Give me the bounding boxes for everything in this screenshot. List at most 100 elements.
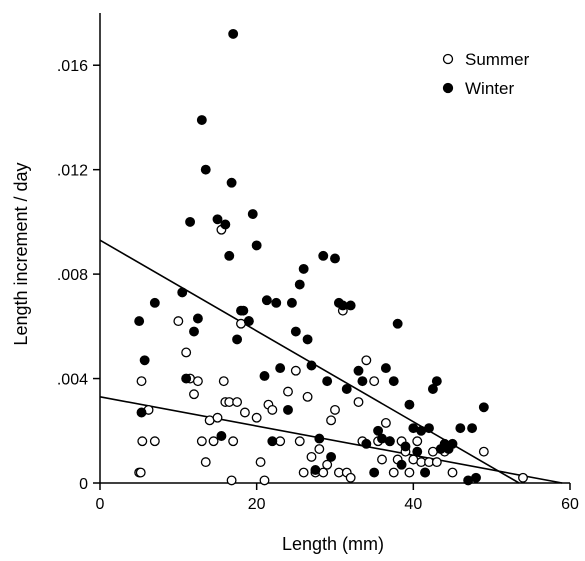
data-point-winter: [341, 384, 352, 394]
data-point-winter: [136, 407, 147, 418]
data-point-summer: [302, 391, 313, 402]
data-point-winter: [228, 28, 239, 39]
data-point-winter: [388, 376, 399, 387]
data-point-winter: [149, 297, 160, 308]
data-point-winter: [396, 459, 407, 470]
x-tick-label: 60: [561, 496, 579, 513]
data-point-winter: [345, 300, 356, 311]
data-point-winter: [200, 164, 211, 175]
data-point-winter: [400, 441, 411, 452]
data-point-winter: [431, 376, 442, 387]
data-point-winter: [322, 376, 333, 387]
data-point-winter: [247, 209, 258, 220]
data-point-winter: [478, 402, 489, 413]
data-point-summer: [228, 436, 239, 447]
x-tick-label: 20: [248, 496, 266, 513]
data-point-winter: [251, 240, 262, 251]
data-point-summer: [353, 397, 364, 408]
data-point-summer: [306, 451, 317, 462]
data-point-summer: [447, 467, 458, 478]
data-point-winter: [384, 436, 395, 447]
data-point-winter: [302, 334, 313, 345]
data-point-winter: [424, 423, 434, 434]
data-point-winter: [267, 436, 278, 447]
data-point-summer: [181, 347, 192, 358]
data-point-winter: [427, 384, 438, 394]
data-point-winter: [216, 431, 227, 441]
data-point-summer: [173, 316, 184, 327]
data-point-summer: [226, 475, 237, 486]
data-point-summer: [380, 417, 391, 428]
data-point-summer: [330, 404, 340, 415]
data-point-winter: [192, 313, 203, 324]
data-point-winter: [369, 467, 380, 478]
legend-label-winter: Winter: [465, 79, 514, 98]
data-point-summer: [196, 436, 207, 447]
data-point-summer: [478, 446, 489, 457]
data-point-winter: [420, 467, 431, 478]
data-point-summer: [412, 436, 423, 447]
data-point-winter: [189, 326, 199, 337]
data-point-winter: [455, 423, 466, 434]
data-point-summer: [149, 436, 160, 447]
data-points: [134, 28, 528, 486]
data-point-summer: [218, 376, 229, 387]
y-tick-label: 0: [79, 476, 88, 493]
data-point-summer: [251, 412, 262, 423]
y-tick-label: .012: [57, 163, 88, 180]
data-point-winter: [212, 214, 223, 225]
data-point-winter: [373, 425, 384, 436]
data-point-winter: [134, 316, 145, 327]
x-tick-label: 40: [404, 496, 422, 513]
legend-label-summer: Summer: [465, 50, 530, 69]
data-point-summer: [326, 415, 337, 426]
data-point-summer: [189, 389, 199, 400]
data-point-winter: [310, 464, 321, 475]
legend-marker-summer: [442, 53, 454, 65]
data-point-summer: [137, 436, 148, 447]
data-point-winter: [392, 318, 403, 329]
y-tick-label: .004: [57, 372, 88, 389]
data-point-summer: [322, 459, 333, 470]
y-tick-label: .016: [57, 58, 88, 75]
data-point-winter: [353, 365, 364, 376]
y-ticks: 0 .004 .008 .012 .016: [57, 58, 100, 493]
legend: Summer Winter: [442, 50, 530, 98]
x-axis-title: Length (mm): [282, 534, 384, 554]
data-point-summer: [361, 355, 372, 366]
data-point-winter: [220, 219, 231, 230]
data-point-winter: [283, 404, 293, 415]
data-point-winter: [467, 423, 478, 434]
data-point-summer: [298, 467, 309, 478]
axes: [99, 13, 570, 484]
regression-line-summer: [99, 396, 563, 484]
data-point-winter: [177, 287, 188, 298]
data-point-winter: [318, 250, 329, 261]
x-tick-label: 0: [96, 496, 105, 513]
data-point-winter: [326, 451, 337, 462]
data-point-winter: [412, 446, 423, 457]
data-point-winter: [306, 360, 317, 371]
x-ticks: 0 20 40 60: [96, 483, 579, 513]
data-point-winter: [298, 263, 309, 274]
data-point-winter: [232, 334, 243, 345]
data-point-summer: [388, 467, 399, 478]
data-point-winter: [259, 370, 270, 381]
data-point-winter: [286, 297, 297, 308]
data-point-winter: [261, 295, 272, 306]
regression-lines: [99, 239, 563, 484]
data-point-winter: [271, 297, 282, 308]
data-point-winter: [275, 363, 286, 374]
data-point-summer: [404, 467, 415, 478]
data-point-summer: [294, 436, 305, 447]
data-point-winter: [447, 438, 458, 449]
data-point-winter: [314, 433, 325, 444]
data-point-winter: [290, 326, 301, 337]
data-point-summer: [377, 454, 387, 465]
data-point-summer: [283, 386, 293, 397]
data-point-summer: [232, 397, 243, 408]
data-point-summer: [290, 365, 301, 376]
data-point-summer: [267, 404, 278, 415]
data-point-summer: [431, 457, 442, 468]
data-point-summer: [192, 376, 203, 387]
